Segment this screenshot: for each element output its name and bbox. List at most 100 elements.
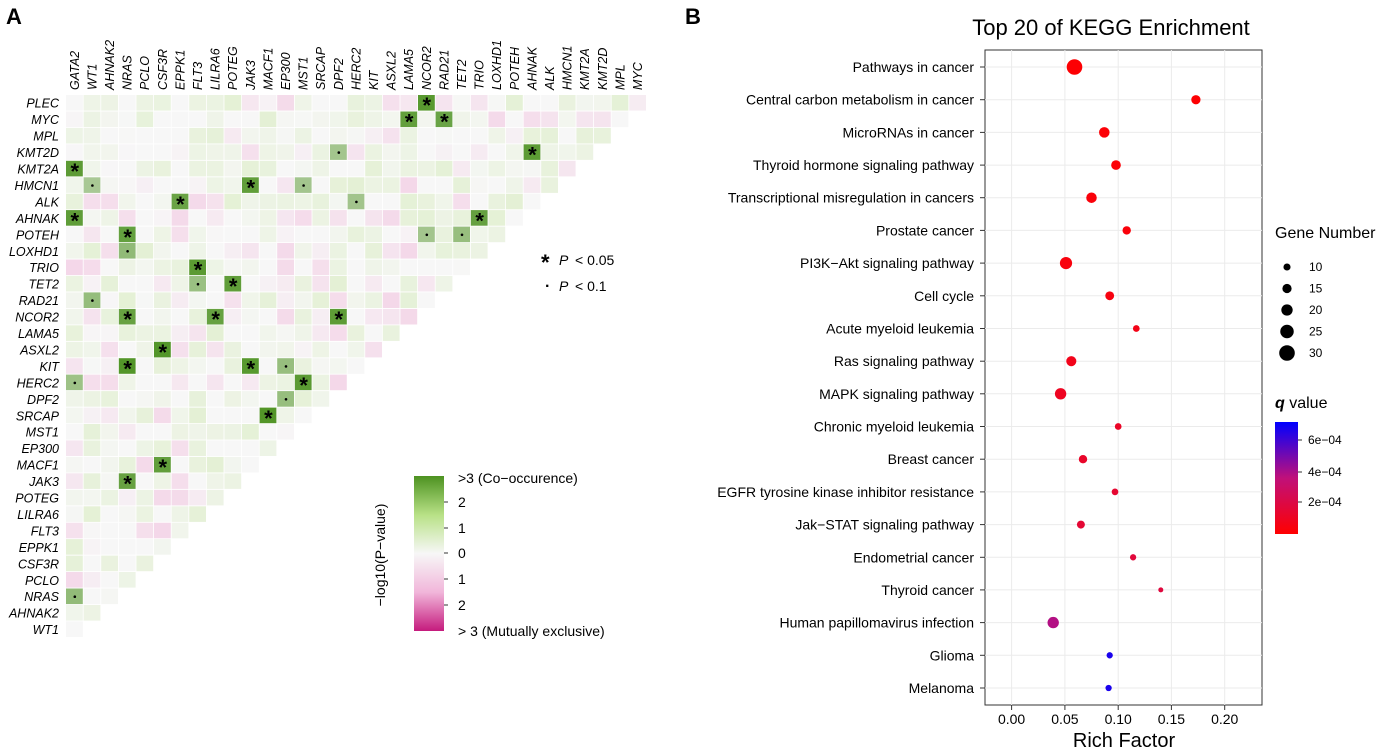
heatmap-column-label: ALK (543, 66, 557, 91)
heatmap-cell (382, 111, 400, 128)
heatmap-column-label: LAMA5 (402, 49, 416, 90)
heatmap-cell (83, 226, 101, 243)
heatmap-cell (418, 210, 435, 226)
heatmap-cell (347, 127, 365, 144)
sig-legend-p01: < 0.1 (575, 278, 607, 294)
heatmap-cell (206, 391, 224, 407)
heatmap-cell (312, 160, 330, 177)
heatmap-cell (365, 341, 382, 358)
gene-number-legend-items: 10 15 20 25 30 (1279, 260, 1323, 361)
heatmap-cell (435, 127, 453, 144)
heatmap-row-label: KMT2D (17, 146, 59, 160)
heatmap-cell (242, 374, 259, 391)
heatmap-cell (83, 127, 101, 144)
kegg-category-label: Jak−STAT signaling pathway (795, 517, 974, 533)
heatmap-cell (189, 259, 206, 276)
heatmap-cell (189, 407, 206, 424)
heatmap-cell (312, 95, 330, 111)
heatmap-cell (154, 391, 171, 407)
heatmap-cells (66, 95, 646, 637)
heatmap-cell (206, 210, 224, 226)
heatmap-cell (83, 193, 101, 210)
heatmap-cell (435, 226, 453, 243)
heatmap-cell (347, 325, 365, 341)
heatmap-cell (171, 506, 189, 522)
heatmap-cell (224, 358, 242, 374)
heatmap-significance-marks: * * * * * * * * * * * * * * * * * * * * * * (71, 93, 537, 598)
heatmap-cell (611, 111, 629, 128)
kegg-point (1122, 226, 1131, 235)
heatmap-cell (189, 193, 206, 210)
heatmap-cell (154, 177, 171, 193)
kegg-category-label: Ras signaling pathway (834, 353, 974, 369)
heatmap-cell (83, 407, 101, 424)
heatmap-cell (312, 358, 330, 374)
q-value-legend-title: q value (1275, 395, 1328, 412)
heatmap-cell (171, 424, 189, 440)
heatmap-column-label: NCOR2 (420, 46, 434, 90)
heatmap-cell (101, 424, 118, 440)
kegg-point (1078, 455, 1088, 464)
heatmap-row-label: LOXHD1 (9, 245, 59, 259)
heatmap-cell (154, 111, 171, 128)
heatmap-cell (83, 522, 101, 539)
heatmap-cell (136, 95, 154, 111)
heatmap-cell (558, 127, 576, 144)
heatmap-cell (382, 210, 400, 226)
heatmap-cell (594, 111, 611, 128)
heatmap-cell (541, 95, 558, 111)
heatmap-cell (118, 193, 136, 210)
heatmap-cell (101, 456, 118, 473)
heatmap-cell (118, 275, 136, 292)
heatmap-cell (118, 177, 136, 193)
heatmap-cell (558, 111, 576, 128)
kegg-chart-title: Top 20 of KEGG Enrichment (972, 15, 1250, 40)
heatmap-cell (171, 473, 189, 489)
heatmap-cell (224, 275, 242, 292)
heatmap-cell (365, 144, 382, 160)
heatmap-cell (189, 325, 206, 341)
heatmap-cell (312, 127, 330, 144)
heatmap-cell (277, 111, 294, 128)
heatmap-cell (330, 374, 347, 391)
heatmap-cell (171, 259, 189, 276)
heatmap-cell (330, 177, 347, 193)
heatmap-cell (101, 226, 118, 243)
heatmap-cell (101, 572, 118, 588)
heatmap-row-label: POTEH (16, 228, 60, 242)
heatmap-cell (488, 160, 506, 177)
heatmap-cell (312, 325, 330, 341)
heatmap-cell (171, 456, 189, 473)
heatmap-row-label: MPL (33, 130, 59, 144)
heatmap-cell (101, 473, 118, 489)
significance-dot (302, 184, 305, 187)
heatmap-cell (277, 210, 294, 226)
significance-star: * (423, 93, 432, 118)
heatmap-cell (118, 506, 136, 522)
heatmap-cell (259, 111, 277, 128)
heatmap-cell (259, 391, 277, 407)
heatmap-cell (101, 374, 118, 391)
heatmap-cell (83, 325, 101, 341)
heatmap-cell (171, 391, 189, 407)
heatmap-cell (189, 341, 206, 358)
gene-number-legend-value: 25 (1309, 325, 1323, 339)
heatmap-row-label: ASXL2 (19, 344, 59, 358)
heatmap-cell (83, 111, 101, 128)
heatmap-cell (365, 210, 382, 226)
heatmap-cell (154, 292, 171, 308)
heatmap-cell (189, 308, 206, 325)
heatmap-row-label: FLT3 (31, 524, 59, 538)
heatmap-cell (66, 95, 83, 111)
heatmap-cell (136, 111, 154, 128)
heatmap-cell (189, 374, 206, 391)
heatmap-cell (453, 160, 470, 177)
kegg-point (1129, 554, 1137, 561)
heatmap-cell (400, 160, 418, 177)
heatmap-cell (189, 440, 206, 456)
kegg-point (1111, 488, 1119, 496)
heatmap-cell (154, 210, 171, 226)
heatmap-cell (259, 210, 277, 226)
heatmap-column-label: KMT2A (578, 48, 592, 90)
heatmap-cell (382, 292, 400, 308)
